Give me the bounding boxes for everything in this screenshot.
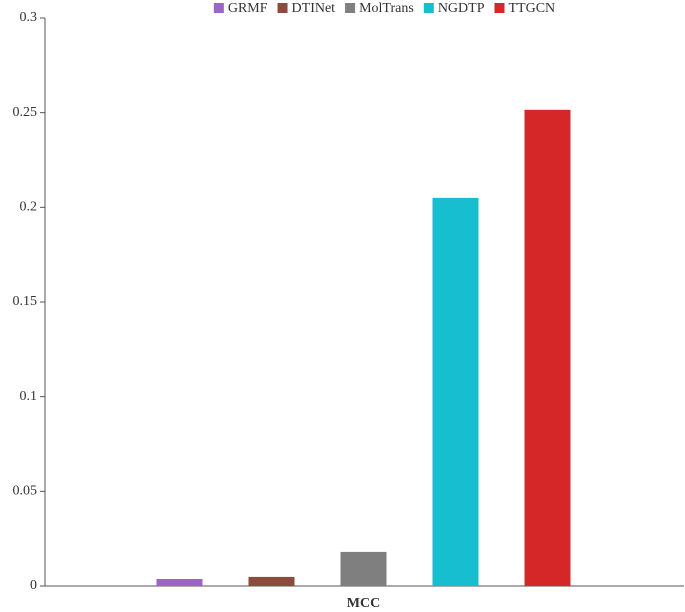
legend-swatch bbox=[494, 3, 505, 13]
bar bbox=[524, 109, 571, 587]
bar bbox=[248, 576, 295, 586]
legend-swatch bbox=[345, 3, 356, 13]
legend-label: TTGCN bbox=[508, 1, 555, 16]
x-tick-label: MCC bbox=[347, 596, 380, 611]
legend-label: DTINet bbox=[292, 1, 336, 16]
y-tick-label: 0 bbox=[30, 578, 37, 593]
y-tick-label: 0.1 bbox=[20, 389, 38, 404]
bar bbox=[156, 578, 203, 586]
y-tick-label: 0.3 bbox=[20, 10, 38, 25]
bar bbox=[340, 551, 387, 586]
legend-label: GRMF bbox=[228, 1, 268, 16]
legend-label: NGDTP bbox=[438, 1, 485, 16]
legend-swatch bbox=[277, 3, 288, 13]
bar bbox=[432, 197, 479, 586]
legend-swatch bbox=[423, 3, 434, 13]
y-tick-label: 0.25 bbox=[13, 105, 38, 120]
y-tick-label: 0.2 bbox=[20, 200, 38, 215]
y-tick-label: 0.15 bbox=[13, 294, 38, 309]
legend-label: MolTrans bbox=[359, 1, 414, 16]
legend-swatch bbox=[213, 3, 224, 13]
y-tick-label: 0.05 bbox=[13, 484, 38, 499]
